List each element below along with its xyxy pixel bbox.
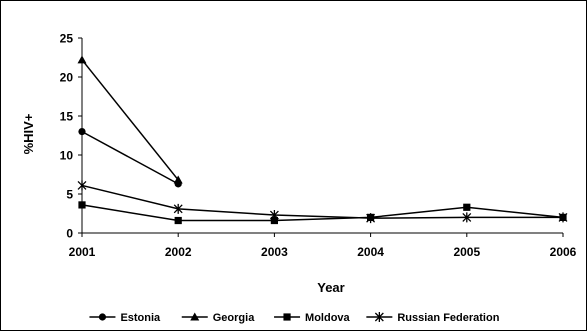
asterisk-marker-strokes bbox=[366, 213, 376, 224]
x-tick-label: 2006 bbox=[550, 245, 577, 259]
x-axis-label: Year bbox=[317, 280, 344, 295]
x-tick-label: 2002 bbox=[165, 245, 192, 259]
x-tick-label: 2005 bbox=[453, 245, 480, 259]
legend-label-georgia: Georgia bbox=[213, 312, 255, 324]
x-tick-label: 2004 bbox=[357, 245, 384, 259]
legend-marker-georgia bbox=[190, 312, 200, 321]
series-line-estonia bbox=[81, 130, 179, 185]
asterisk-marker-strokes bbox=[173, 203, 183, 214]
series-line-moldova bbox=[81, 204, 564, 222]
asterisk-marker-strokes bbox=[462, 212, 472, 223]
asterisk-marker-strokes bbox=[77, 180, 87, 191]
data-point-georgia-2001 bbox=[77, 55, 87, 64]
data-point-russian-federation-2001 bbox=[77, 180, 87, 191]
data-point-georgia-2002 bbox=[173, 175, 183, 184]
data-point-moldova-2005 bbox=[463, 203, 471, 211]
legend-marker-estonia bbox=[98, 313, 107, 321]
axes: 0 5 10 15 20 25 2001 2002 2003 2004 2005 2006 bbox=[60, 32, 577, 260]
series-layer bbox=[77, 55, 568, 225]
x-tick-label: 2003 bbox=[261, 245, 288, 259]
y-tick-label: 20 bbox=[60, 71, 74, 85]
data-point-russian-federation-2003 bbox=[269, 210, 279, 221]
data-point-russian-federation-2006 bbox=[558, 212, 568, 223]
y-tick-label: 5 bbox=[66, 188, 73, 202]
asterisk-marker-strokes bbox=[374, 312, 384, 322]
series-georgia bbox=[77, 55, 183, 184]
asterisk-marker-strokes bbox=[269, 210, 279, 221]
data-point-russian-federation-2005 bbox=[462, 212, 472, 223]
data-point-moldova-2003 bbox=[270, 216, 278, 225]
x-tick-label: 2001 bbox=[69, 245, 96, 259]
data-point-russian-federation-2004 bbox=[366, 213, 376, 224]
series-line-russian-federation bbox=[81, 184, 563, 219]
series-line-georgia bbox=[81, 59, 179, 181]
legend-item-georgia: Georgia bbox=[181, 312, 255, 324]
legend-item-moldova: Moldova bbox=[274, 312, 351, 324]
y-tick-label: 25 bbox=[60, 32, 74, 46]
y-tick-label: 10 bbox=[60, 149, 74, 163]
legend-marker-moldova bbox=[283, 313, 291, 321]
legend-item-estonia: Estonia bbox=[89, 312, 161, 324]
asterisk-marker-strokes bbox=[558, 212, 568, 223]
data-point-moldova-2001 bbox=[78, 201, 86, 209]
data-point-russian-federation-2002 bbox=[173, 203, 183, 214]
legend-label-estonia: Estonia bbox=[120, 312, 161, 324]
legend-item-russian-federation: Russian Federation bbox=[366, 312, 500, 324]
legend-marker-russian-federation bbox=[374, 312, 384, 322]
data-point-moldova-2002 bbox=[174, 216, 182, 225]
series-russian-federation bbox=[77, 180, 568, 224]
y-tick-label: 15 bbox=[60, 110, 74, 124]
legend-label-russian-federation: Russian Federation bbox=[397, 312, 499, 324]
y-axis-label: %HIV+ bbox=[21, 113, 36, 154]
data-point-estonia-2001 bbox=[78, 128, 86, 136]
legend-label-moldova: Moldova bbox=[305, 312, 350, 324]
legend: Estonia Georgia Moldova Russian Federation bbox=[89, 312, 500, 324]
y-tick-label: 0 bbox=[66, 227, 73, 241]
